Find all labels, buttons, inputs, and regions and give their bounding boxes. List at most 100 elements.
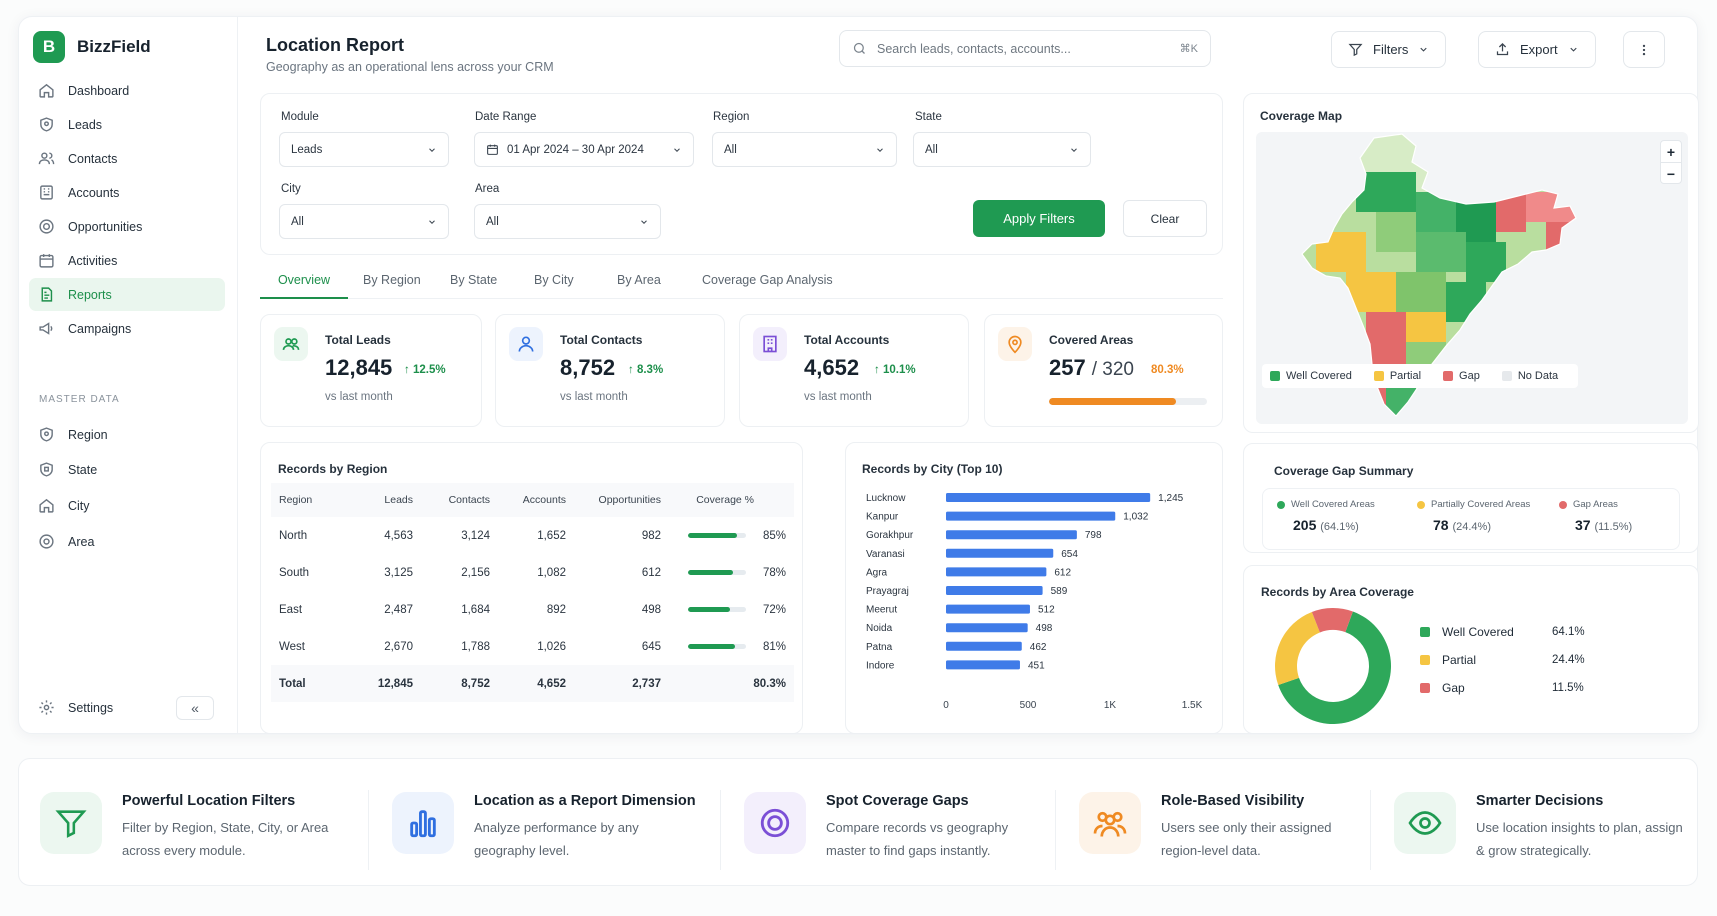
table-cell: 1,788 xyxy=(461,640,490,653)
sidebar-item-area[interactable]: Area xyxy=(29,525,225,558)
tab-by-region[interactable]: By Region xyxy=(363,273,421,287)
table-row[interactable]: West 2,670 1,788 1,026 645 81% xyxy=(271,628,794,665)
sidebar-item-opportunities[interactable]: Opportunities xyxy=(29,210,225,243)
pin-icon xyxy=(39,534,54,549)
user-icon xyxy=(509,327,543,361)
table-cell: 8,752 xyxy=(421,665,498,702)
sidebar-item-campaigns[interactable]: Campaigns xyxy=(29,312,225,345)
coverage-progress-fill xyxy=(1049,398,1176,405)
filters-button[interactable]: Filters xyxy=(1331,31,1447,68)
brand[interactable]: B BizzField xyxy=(33,31,151,63)
table-cell: 2,156 xyxy=(461,566,490,579)
search-input[interactable] xyxy=(877,41,1170,56)
column-header: Region xyxy=(271,483,356,517)
city-bar[interactable] xyxy=(946,641,1022,651)
table-cell: 1,082 xyxy=(537,566,566,579)
bar-value-label: 462 xyxy=(1030,642,1047,653)
city-bar[interactable] xyxy=(946,604,1030,614)
zoom-out-button[interactable]: − xyxy=(1666,165,1676,182)
bar-chart-icon xyxy=(392,792,454,854)
clear-filters-button[interactable]: Clear xyxy=(1123,200,1207,237)
tab-by-area[interactable]: By Area xyxy=(617,273,661,287)
app-window: B BizzField Dashboard Leads Contacts Acc… xyxy=(18,16,1699,734)
export-button[interactable]: Export xyxy=(1478,31,1596,68)
donut-slice[interactable] xyxy=(1275,611,1320,686)
card-title: Records by Region xyxy=(278,462,388,476)
area-select[interactable]: All xyxy=(474,204,661,239)
sidebar-item-label: Area xyxy=(68,534,95,549)
city-bar[interactable] xyxy=(946,660,1020,670)
state-select[interactable]: All xyxy=(913,132,1091,167)
more-options-button[interactable] xyxy=(1623,31,1665,68)
gap-stat: Gap Areas 37 (11.5%) xyxy=(1559,499,1632,533)
search-bar[interactable]: ⌘K xyxy=(839,30,1211,67)
map-canvas[interactable]: + − Well Covered Partial Gap No Data xyxy=(1256,132,1688,424)
table-cell: 498 xyxy=(641,603,661,616)
zoom-in-button[interactable]: + xyxy=(1661,141,1681,163)
area-label: Area xyxy=(475,183,500,195)
table-row[interactable]: East 2,487 1,684 892 498 72% xyxy=(271,591,794,628)
table-cell: 2,670 xyxy=(384,640,413,653)
filters-label: Filters xyxy=(1373,42,1409,57)
table-cell: 80.3% xyxy=(669,665,794,702)
sidebar-item-accounts[interactable]: Accounts xyxy=(29,176,225,209)
region-select[interactable]: All xyxy=(712,132,897,167)
x-tick-label: 1.5K xyxy=(1182,700,1203,711)
sidebar-item-activities[interactable]: Activities xyxy=(29,244,225,277)
category-label: Agra xyxy=(866,567,888,578)
sidebar-item-leads[interactable]: Leads xyxy=(29,108,225,141)
city-bar[interactable] xyxy=(946,511,1116,521)
city-bar[interactable] xyxy=(946,548,1054,558)
table-cell: 4,652 xyxy=(498,665,574,702)
coverage-bar xyxy=(688,607,746,612)
city-bar[interactable] xyxy=(946,530,1077,540)
bar-value-label: 1,032 xyxy=(1123,512,1148,523)
feature-title: Smarter Decisions xyxy=(1476,793,1604,809)
kpi-subtext: vs last month xyxy=(560,391,628,403)
bar-value-label: 589 xyxy=(1051,586,1068,597)
kpi-total-contacts: Total Contacts 8,752 ↑ 8.3% vs last mont… xyxy=(495,314,725,427)
tab-by-city[interactable]: By City xyxy=(534,273,574,287)
module-select[interactable]: Leads xyxy=(279,132,449,167)
sidebar-item-settings[interactable]: Settings xyxy=(29,691,159,724)
date-range-select[interactable]: 01 Apr 2024 – 30 Apr 2024 xyxy=(474,132,694,167)
tab-overview[interactable]: Overview xyxy=(260,263,348,299)
collapse-sidebar-button[interactable]: « xyxy=(176,696,214,720)
coverage-bar xyxy=(688,533,746,538)
feature-description: Analyze performance by any geography lev… xyxy=(474,820,639,858)
donut-slice[interactable] xyxy=(1311,608,1353,633)
coverage-cell: 78% xyxy=(669,554,794,591)
legend-item: Gap 11.5% xyxy=(1420,674,1585,702)
table-cell: East xyxy=(279,603,303,616)
gap-summary-box: Well Covered Areas 205 (64.1%) Partially… xyxy=(1262,488,1680,550)
feature-report-dimension: Location as a Report Dimension Analyze p… xyxy=(392,790,722,880)
tab-by-state[interactable]: By State xyxy=(450,273,498,287)
table-row[interactable]: South 3,125 2,156 1,082 612 78% xyxy=(271,554,794,591)
city-select[interactable]: All xyxy=(279,204,449,239)
column-header: Coverage % xyxy=(669,483,794,517)
city-bar[interactable] xyxy=(946,493,1151,502)
kpi-value: 257 / 320 xyxy=(1049,355,1134,380)
legend-item: Partial 24.4% xyxy=(1420,646,1585,674)
table-row[interactable]: North 4,563 3,124 1,652 982 85% xyxy=(271,517,794,554)
divider xyxy=(1370,790,1371,870)
records-by-region-table: Region Leads Contacts Accounts Opportuni… xyxy=(271,483,794,702)
city-bar[interactable] xyxy=(946,567,1047,577)
funnel-icon xyxy=(40,792,102,854)
kpi-label: Total Accounts xyxy=(804,333,890,347)
sidebar-item-reports[interactable]: Reports xyxy=(29,278,225,311)
tab-coverage-gap-analysis[interactable]: Coverage Gap Analysis xyxy=(702,273,833,287)
map-legend: Well Covered Partial Gap No Data xyxy=(1262,364,1578,388)
sidebar-item-contacts[interactable]: Contacts xyxy=(29,142,225,175)
feature-title: Location as a Report Dimension xyxy=(474,793,696,809)
city-bar[interactable] xyxy=(946,586,1043,595)
apply-filters-button[interactable]: Apply Filters xyxy=(973,200,1105,237)
sidebar-item-state[interactable]: State xyxy=(29,453,225,486)
sidebar-item-region[interactable]: Region xyxy=(29,418,225,451)
chevron-down-icon xyxy=(1420,47,1428,52)
page-title: Location Report xyxy=(266,35,404,55)
sidebar-item-city[interactable]: City xyxy=(29,489,225,522)
sidebar-item-dashboard[interactable]: Dashboard xyxy=(29,74,225,107)
city-bar[interactable] xyxy=(946,623,1028,633)
donut-slice[interactable] xyxy=(1278,611,1391,724)
